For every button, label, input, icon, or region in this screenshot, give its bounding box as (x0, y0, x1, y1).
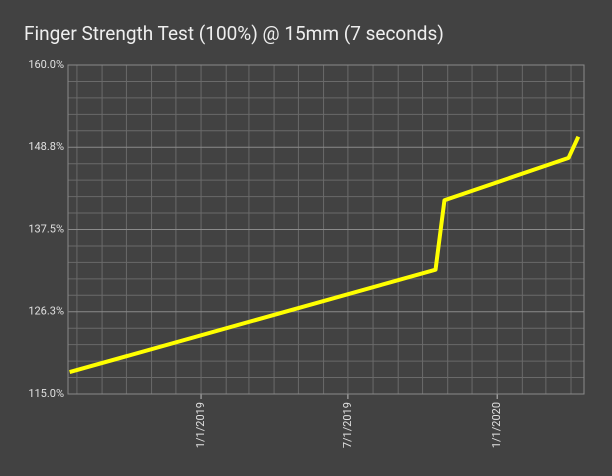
plot-border (67, 64, 585, 395)
y-tick-label: 160.0% (28, 58, 64, 71)
plot (69, 135, 581, 374)
x-tick-label: 1/1/2019 (194, 402, 207, 448)
x-tick-label: 7/1/2019 (341, 402, 354, 448)
x-tick-label: 1/1/2020 (490, 402, 503, 448)
data-line (69, 135, 581, 374)
chart-title: Finger Strength Test (100%) @ 15mm (7 se… (24, 22, 444, 45)
y-tick-label: 115.0% (28, 387, 64, 400)
y-tick-label: 126.3% (28, 305, 64, 318)
y-tick-label: 137.5% (28, 222, 64, 235)
grid (67, 64, 585, 399)
y-tick-label: 148.8% (28, 140, 64, 153)
